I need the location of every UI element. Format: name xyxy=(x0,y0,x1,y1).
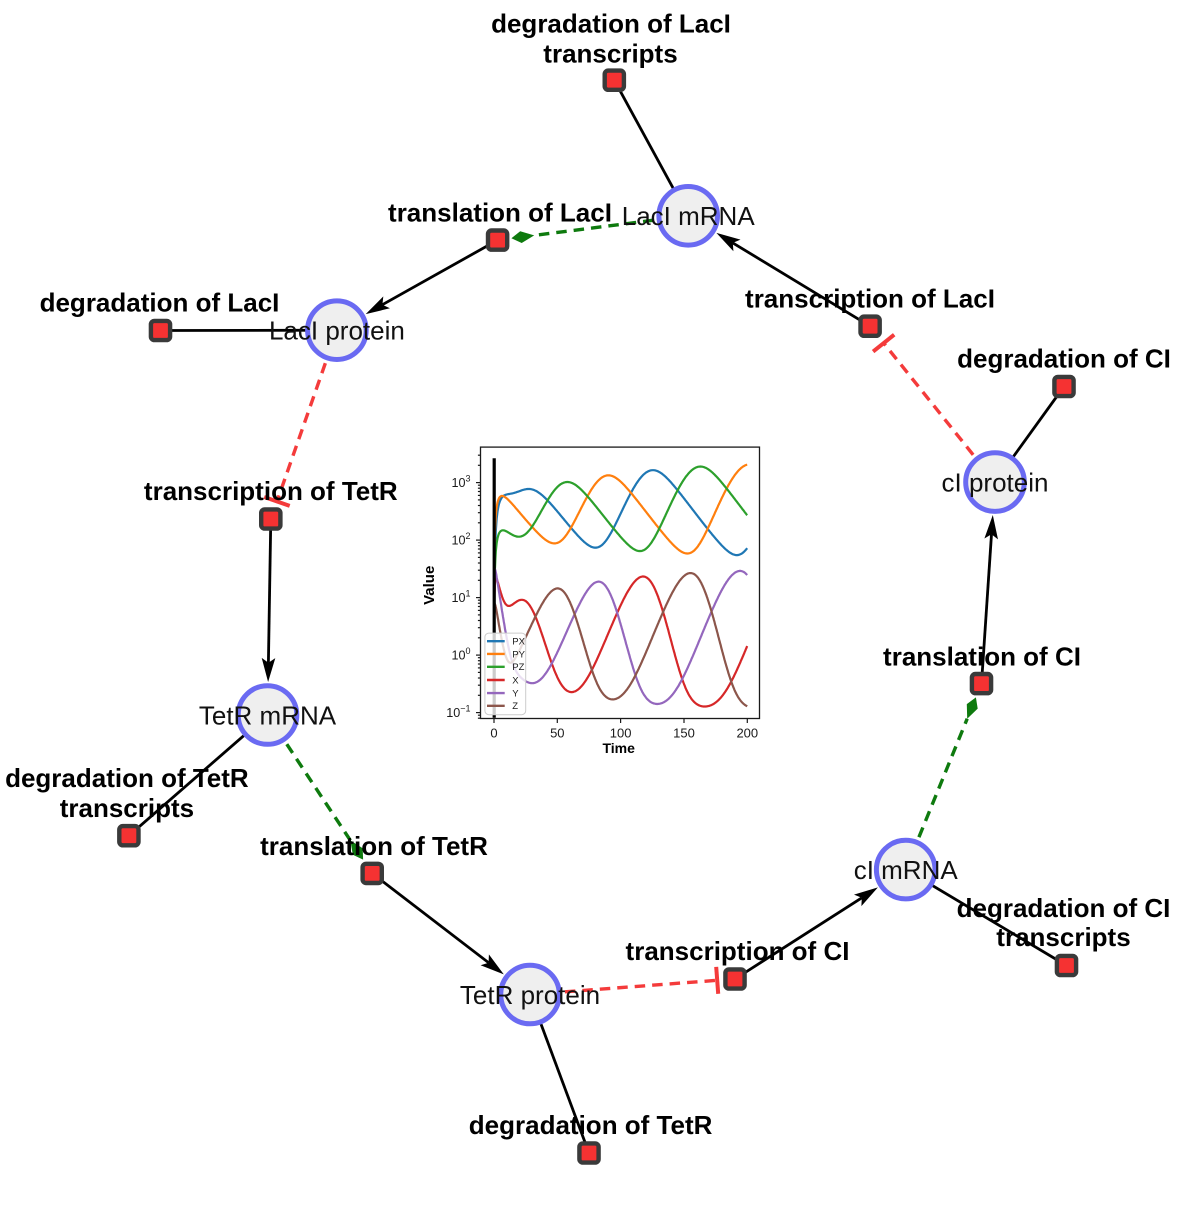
svg-text:Y: Y xyxy=(512,689,519,700)
svg-text:LacI mRNA: LacI mRNA xyxy=(622,201,756,231)
svg-text:transcripts: transcripts xyxy=(996,922,1130,952)
svg-text:Value: Value xyxy=(421,566,438,605)
svg-text:translation of LacI: translation of LacI xyxy=(388,197,612,227)
svg-text:degradation of CI: degradation of CI xyxy=(957,893,1171,923)
svg-text:TetR mRNA: TetR mRNA xyxy=(199,700,337,730)
svg-text:cI mRNA: cI mRNA xyxy=(854,855,959,885)
svg-text:transcription of CI: transcription of CI xyxy=(626,936,850,966)
svg-text:0: 0 xyxy=(490,725,497,740)
svg-text:translation of CI: translation of CI xyxy=(883,641,1081,671)
svg-text:LacI protein: LacI protein xyxy=(269,316,405,346)
svg-text:Time: Time xyxy=(602,740,635,756)
svg-text:PX: PX xyxy=(512,637,525,648)
svg-text:PZ: PZ xyxy=(512,662,524,673)
svg-text:degradation of CI: degradation of CI xyxy=(957,344,1171,374)
svg-text:transcription of LacI: transcription of LacI xyxy=(745,283,995,313)
svg-text:Z: Z xyxy=(512,701,518,712)
svg-text:PY: PY xyxy=(512,649,525,660)
svg-text:degradation of LacI: degradation of LacI xyxy=(40,288,280,318)
svg-text:X: X xyxy=(512,675,519,686)
svg-text:degradation of TetR: degradation of TetR xyxy=(5,763,249,793)
svg-text:100: 100 xyxy=(610,725,632,740)
svg-text:transcription of TetR: transcription of TetR xyxy=(144,476,398,506)
svg-text:50: 50 xyxy=(550,725,564,740)
svg-text:200: 200 xyxy=(736,725,758,740)
svg-text:degradation of TetR: degradation of TetR xyxy=(469,1110,713,1140)
svg-text:cI protein: cI protein xyxy=(942,467,1049,497)
svg-text:degradation of LacI: degradation of LacI xyxy=(491,9,731,39)
svg-text:TetR protein: TetR protein xyxy=(460,980,600,1010)
svg-text:transcripts: transcripts xyxy=(60,793,194,823)
svg-text:150: 150 xyxy=(673,725,695,740)
svg-text:translation of TetR: translation of TetR xyxy=(260,831,488,861)
svg-text:transcripts: transcripts xyxy=(543,38,677,68)
